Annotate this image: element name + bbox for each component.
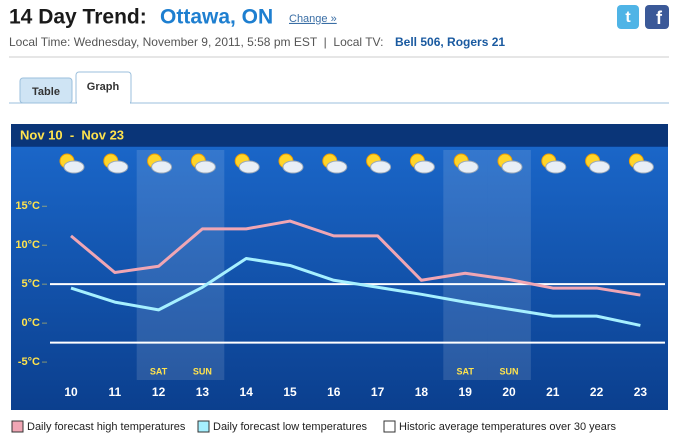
icon-cloud — [194, 160, 216, 174]
tab-label[interactable]: Table — [32, 86, 60, 98]
location: Ottawa, ON — [160, 6, 273, 29]
weather-icon — [366, 153, 392, 174]
local-info: Local Time: Wednesday, November 9, 2011,… — [9, 35, 387, 49]
weather-icon — [628, 153, 654, 174]
chart-title-bar — [11, 124, 668, 146]
weather-icon — [234, 153, 260, 174]
x-tick-label: 19 — [459, 385, 473, 399]
day-label: SUN — [499, 366, 518, 376]
x-tick-label: 22 — [590, 385, 604, 399]
weather-icon — [147, 153, 173, 174]
x-tick-label: 23 — [634, 385, 648, 399]
y-tick-label: -5°C — [18, 356, 40, 368]
change-link[interactable]: Change » — [289, 13, 337, 25]
weather-icon — [453, 153, 479, 174]
legend-swatch — [11, 420, 24, 433]
legend-swatch — [197, 420, 210, 433]
icon-cloud — [589, 160, 611, 174]
x-tick-label: 13 — [196, 385, 210, 399]
legend: Daily forecast high temperatures Daily fo… — [11, 420, 617, 433]
weekend-band — [487, 150, 531, 380]
day-label: SAT — [150, 366, 168, 376]
icon-cloud — [545, 160, 567, 174]
day-label: SAT — [457, 366, 475, 376]
y-tick-label: 0°C — [22, 317, 41, 329]
x-tick-label: 18 — [415, 385, 429, 399]
plot-background — [11, 147, 668, 410]
icon-cloud — [413, 160, 435, 174]
icon-cloud — [151, 160, 173, 174]
icon-cloud — [501, 160, 523, 174]
icon-cloud — [63, 160, 85, 174]
x-tick-label: 15 — [283, 385, 297, 399]
weather-icon — [541, 153, 567, 174]
legend-label: Historic average temperatures over 30 ye… — [399, 421, 617, 433]
weather-icon — [322, 153, 348, 174]
x-tick-label: 21 — [546, 385, 560, 399]
twitter-icon[interactable] — [617, 5, 639, 29]
x-tick-label: 10 — [64, 385, 78, 399]
x-tick-label: 11 — [108, 385, 121, 399]
weather-icon — [103, 153, 129, 174]
weather-icon — [190, 153, 216, 174]
chart-title: Nov 10 - Nov 23 — [20, 127, 124, 142]
series-line — [70, 219, 641, 297]
icon-cloud — [632, 160, 654, 174]
weather-icon — [409, 153, 435, 174]
icon-cloud — [370, 160, 392, 174]
weather-icon — [59, 153, 85, 174]
icon-cloud — [282, 160, 304, 174]
y-tick-label: 15°C — [15, 200, 40, 212]
icon-cloud — [326, 160, 348, 174]
x-tick-label: 16 — [327, 385, 341, 399]
weather-icon — [497, 153, 523, 174]
weekend-band — [443, 150, 488, 380]
icon-cloud — [238, 160, 260, 174]
icon-cloud — [107, 160, 129, 174]
svg-text:f: f — [656, 8, 663, 28]
svg-text:t: t — [625, 9, 631, 26]
x-tick-label: 20 — [502, 385, 516, 399]
legend-swatch — [383, 420, 396, 433]
page-title: 14 Day Trend: — [9, 6, 147, 29]
x-tick-label: 17 — [371, 385, 385, 399]
facebook-icon[interactable] — [645, 5, 669, 29]
y-tick-label: 5°C — [22, 278, 41, 290]
x-tick-label: 12 — [152, 385, 166, 399]
legend-label: Daily forecast high temperatures — [27, 421, 186, 433]
legend-label: Daily forecast low temperatures — [213, 421, 368, 433]
weather-icon — [278, 153, 304, 174]
y-tick-label: 10°C — [15, 239, 40, 251]
local-tv: Bell 506, Rogers 21 — [395, 35, 505, 49]
x-tick-label: 14 — [240, 385, 254, 399]
weather-icon — [585, 153, 611, 174]
icon-cloud — [457, 160, 479, 174]
series-line — [70, 256, 641, 327]
day-label: SUN — [193, 366, 212, 376]
weekend-band — [180, 150, 225, 380]
tab-label[interactable]: Graph — [87, 81, 120, 93]
